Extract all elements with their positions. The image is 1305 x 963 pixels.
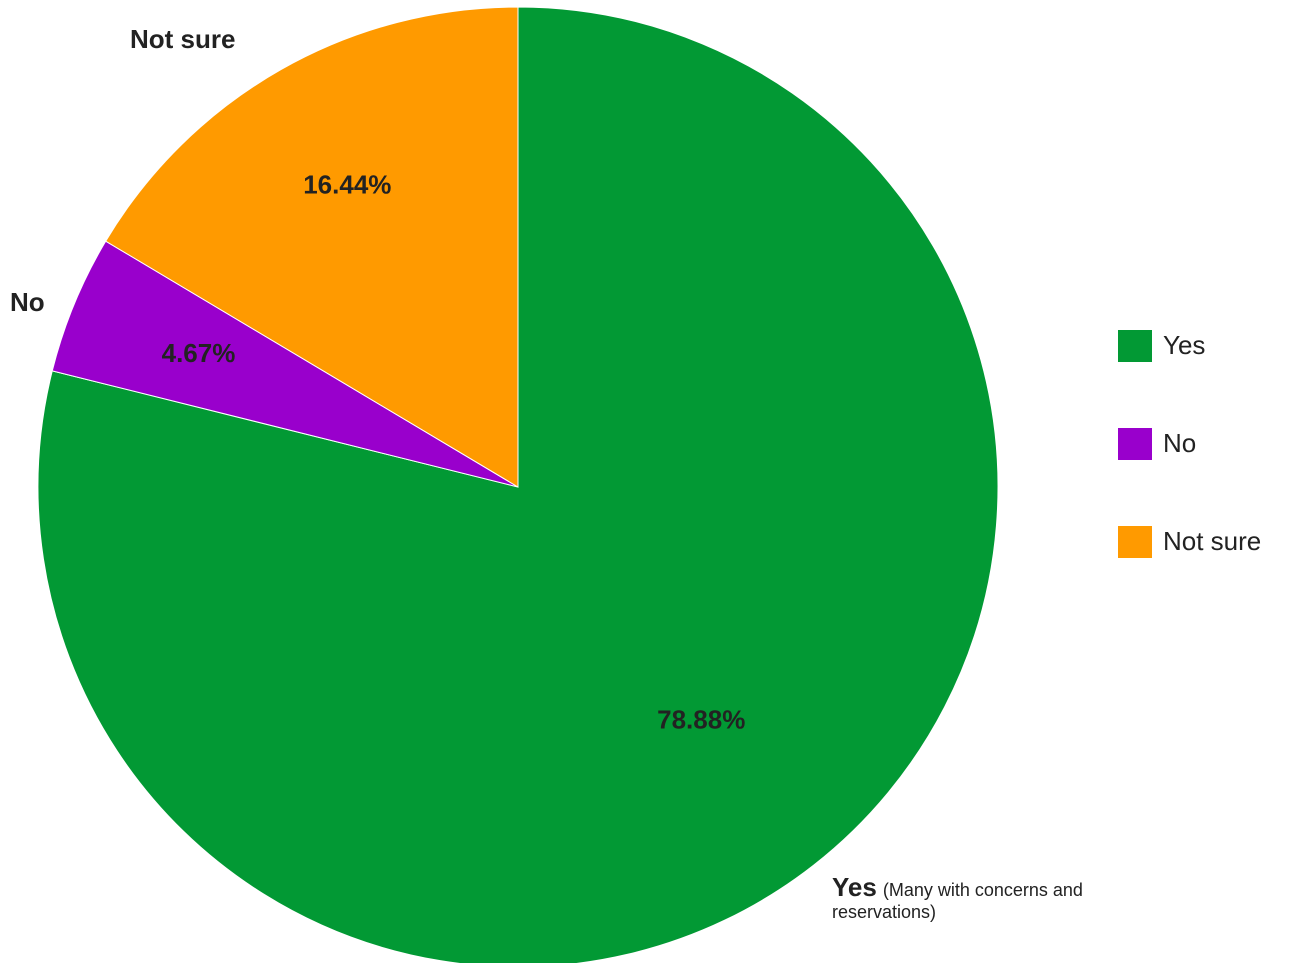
- outside-slice-labels: No Not sure: [10, 24, 235, 317]
- percent-label-yes: 78.88%: [657, 704, 745, 734]
- legend: Yes No Not sure: [1118, 330, 1261, 558]
- legend-label-not-sure: Not sure: [1163, 526, 1261, 556]
- pie-slices: [37, 6, 999, 963]
- annotation: Yes (Many with concerns and reservations): [832, 874, 1172, 923]
- annotation-text: (Many with concerns and reservations): [832, 880, 1083, 922]
- legend-swatch-no: [1118, 428, 1152, 460]
- slice-not-sure: [105, 6, 519, 488]
- percent-label-no: 4.67%: [162, 338, 236, 368]
- legend-label-yes: Yes: [1163, 330, 1205, 360]
- percent-labels: 78.88% 4.67% 16.44%: [162, 169, 746, 734]
- legend-swatch-not-sure: [1118, 526, 1152, 558]
- slice-yes: [37, 6, 999, 963]
- outside-label-no: No: [10, 287, 45, 317]
- outside-label-not-sure: Not sure: [130, 24, 235, 54]
- legend-label-no: No: [1163, 428, 1196, 458]
- annotation-bold-text: Yes: [832, 872, 877, 902]
- percent-label-not-sure: 16.44%: [303, 169, 391, 199]
- legend-swatch-yes: [1118, 330, 1152, 362]
